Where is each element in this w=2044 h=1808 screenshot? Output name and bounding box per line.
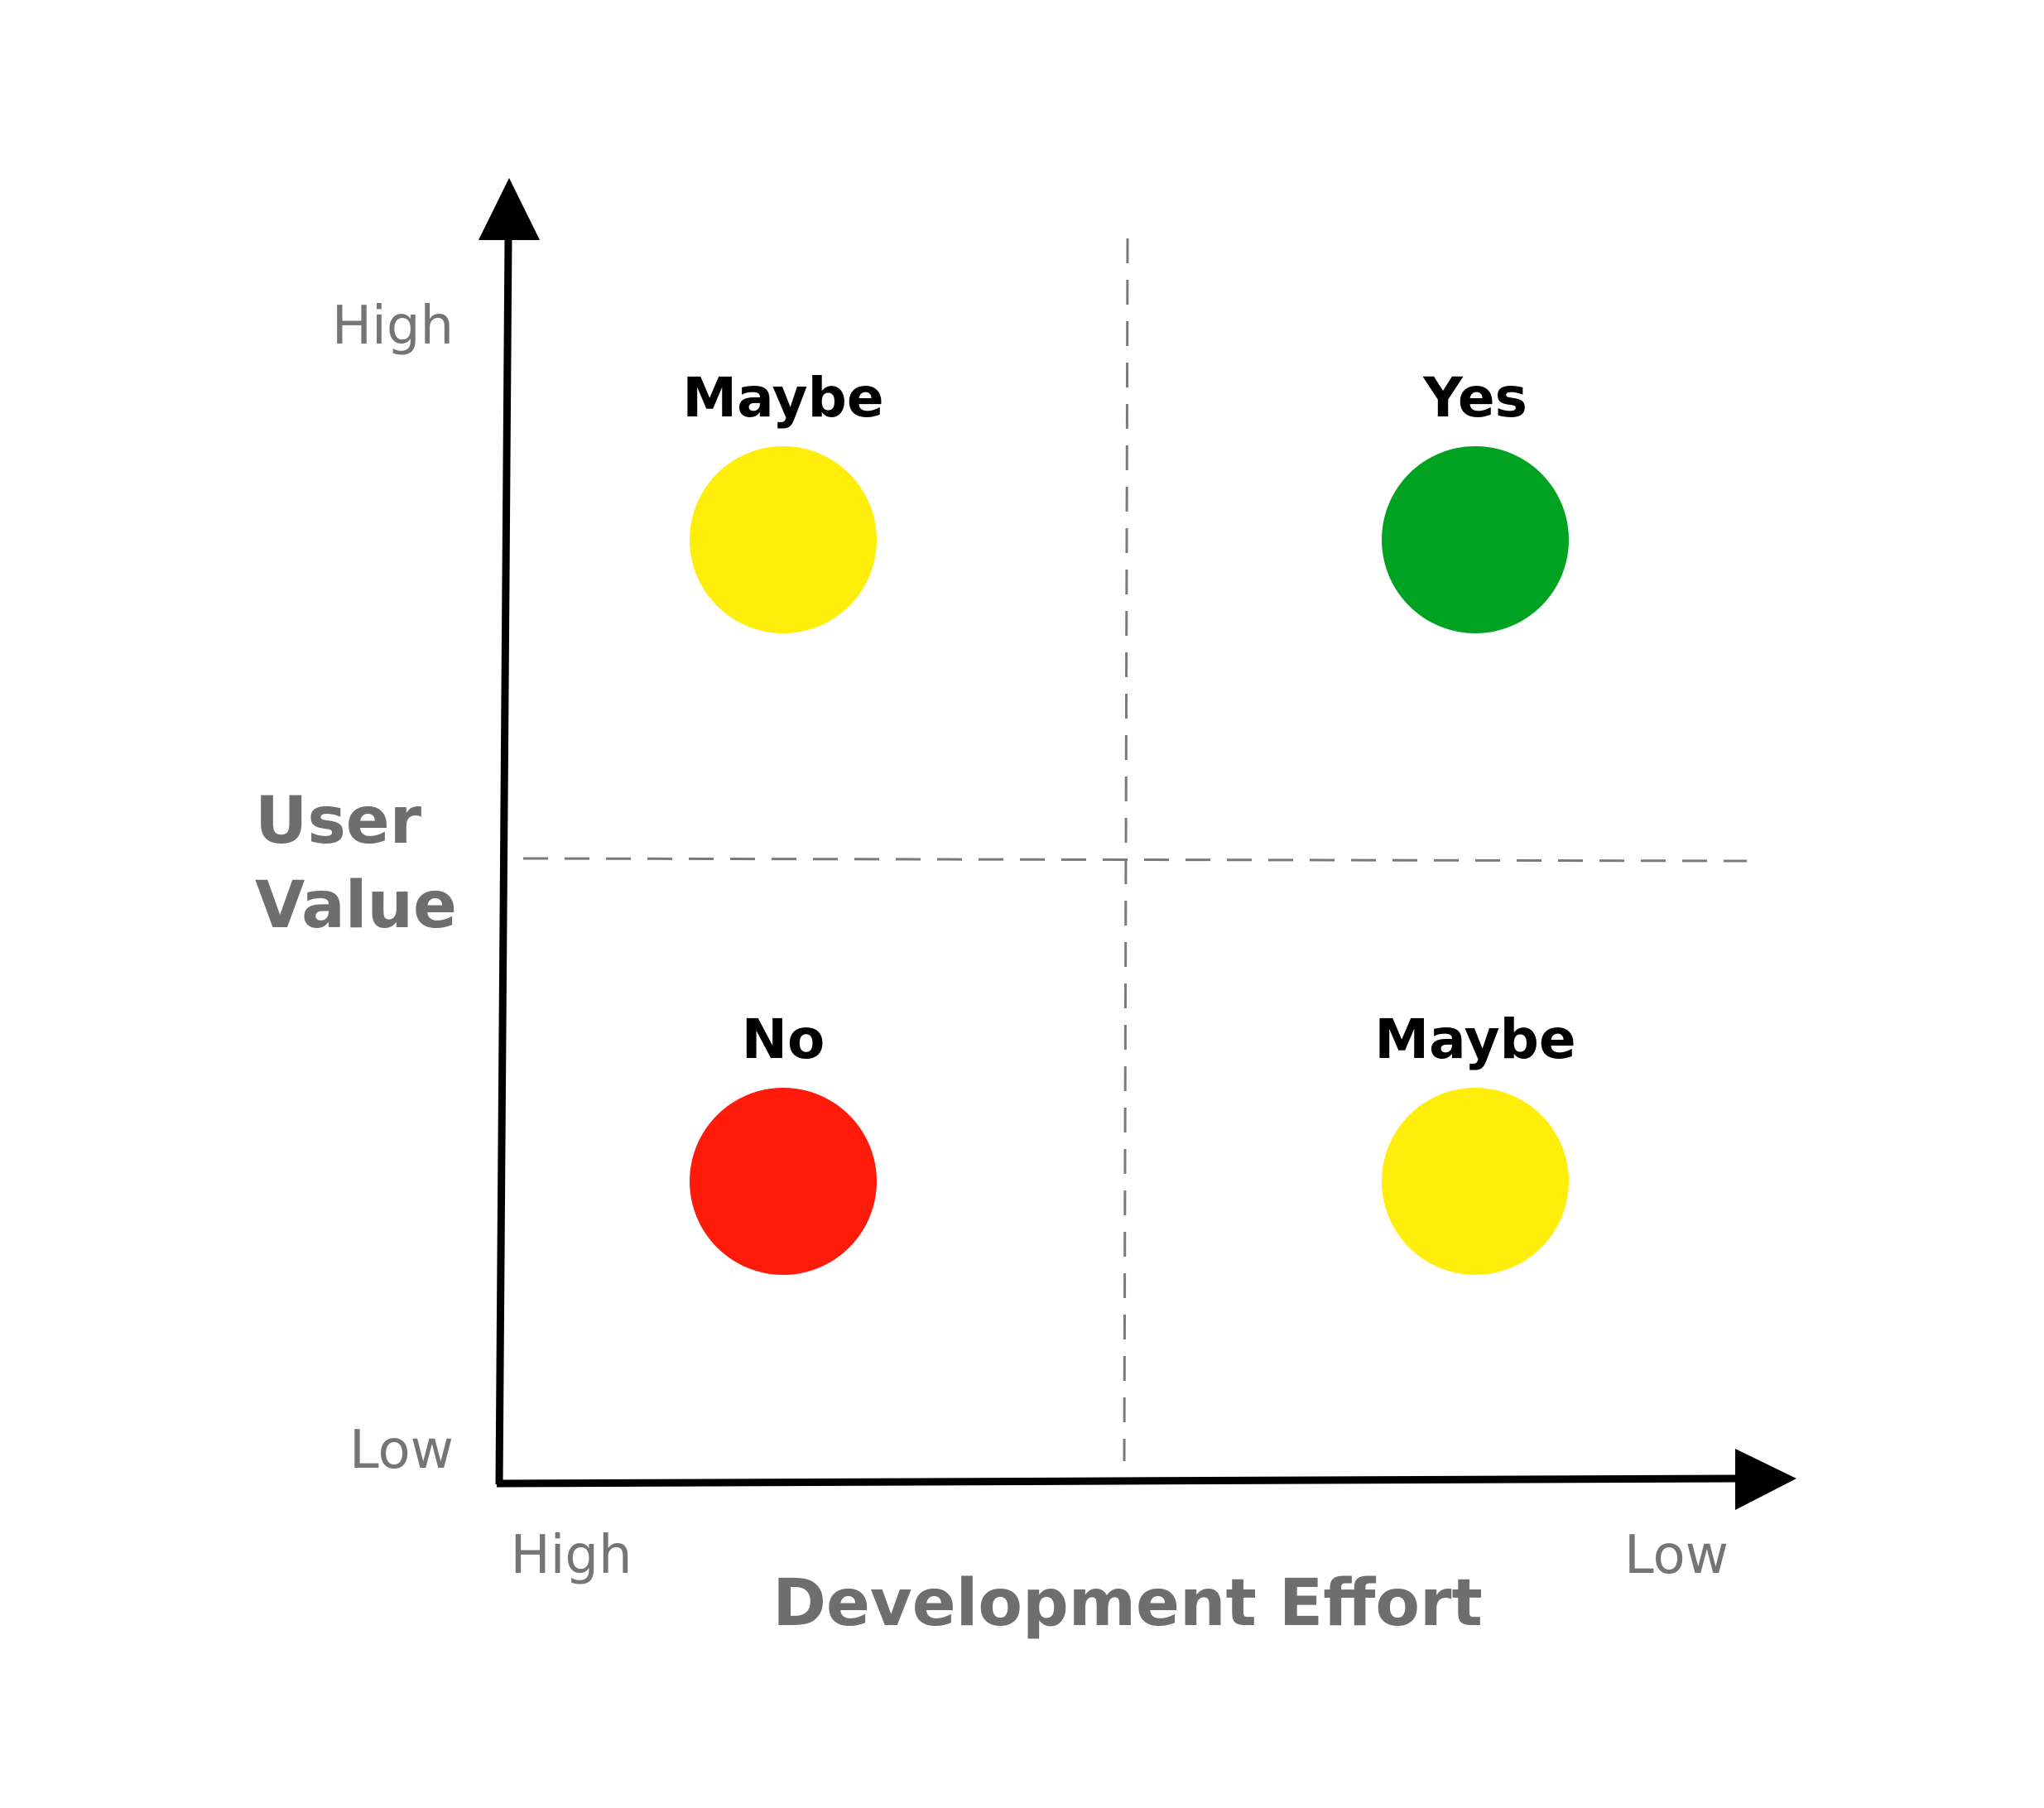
quadrant-bottom-left-label: No	[742, 1007, 825, 1071]
x-axis-arrowhead	[1735, 1449, 1796, 1510]
quadrant-top-right-circle	[1382, 446, 1569, 633]
x-axis-line	[496, 1474, 1739, 1488]
y-axis-line	[495, 238, 512, 1485]
quadrant-top-left-label: Maybe	[682, 366, 883, 430]
x-axis-low-label: Low	[1624, 1525, 1729, 1586]
y-axis-title-line2: Value	[255, 868, 457, 943]
quadrant-top-left-circle	[690, 446, 877, 633]
y-axis-high-label: High	[332, 296, 454, 357]
quadrant-bottom-left-circle	[690, 1088, 877, 1275]
y-axis-arrowhead	[479, 178, 540, 240]
quadrant-bottom-right-circle	[1382, 1088, 1569, 1275]
x-axis-title: Development Effort	[772, 1566, 1483, 1641]
y-axis-title-line1: User	[255, 784, 422, 858]
x-axis-high-label: High	[510, 1525, 632, 1586]
quadrant-top-right-label: Yes	[1422, 366, 1527, 430]
quadrant-bottom-right-label: Maybe	[1374, 1007, 1575, 1071]
horizontal-divider-line	[522, 857, 1748, 863]
y-axis-low-label: Low	[349, 1420, 454, 1481]
vertical-divider-line	[1123, 238, 1129, 1462]
